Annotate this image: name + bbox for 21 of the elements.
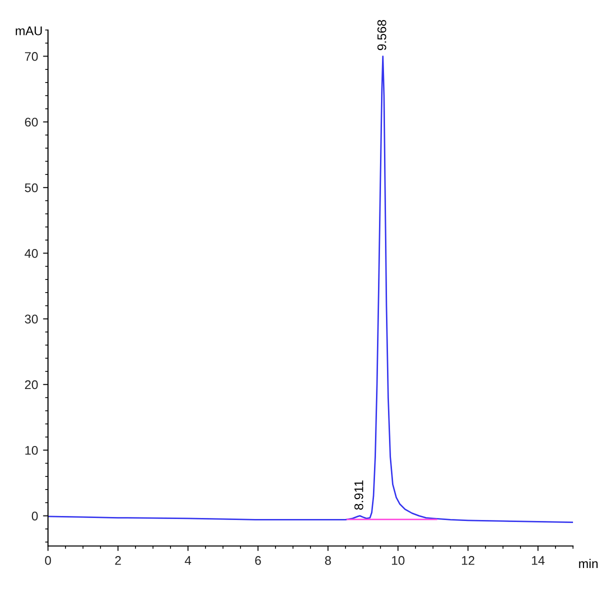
x-tick-label: 4: [184, 556, 192, 565]
y-tick-label: 0: [32, 512, 38, 520]
y-axis-title: mAU: [16, 26, 42, 36]
annotation: 9.568: [377, 20, 386, 50]
line-series: [48, 56, 573, 524]
y-tick-label: 70: [25, 52, 38, 61]
y-tick-label: 30: [24, 314, 38, 324]
y-tick-label: 60: [25, 118, 38, 127]
y-tick-label: 20: [25, 380, 38, 390]
x-tick-label: 8: [325, 556, 331, 565]
x-tick-label: 6: [255, 556, 261, 565]
y-tick-label: 40: [24, 249, 38, 258]
x-tick-label: 10: [392, 556, 404, 565]
y-tick-label: 50: [24, 183, 38, 192]
annotation: 8.911: [354, 480, 364, 510]
x-axis-title: min: [579, 558, 598, 568]
x-tick-label: 12: [462, 556, 474, 565]
x-tick-label: 2: [115, 556, 121, 565]
y-tick-label: 10: [25, 446, 38, 455]
x-tick-label: 14: [532, 556, 545, 565]
x-tick-label: 0: [45, 556, 51, 565]
